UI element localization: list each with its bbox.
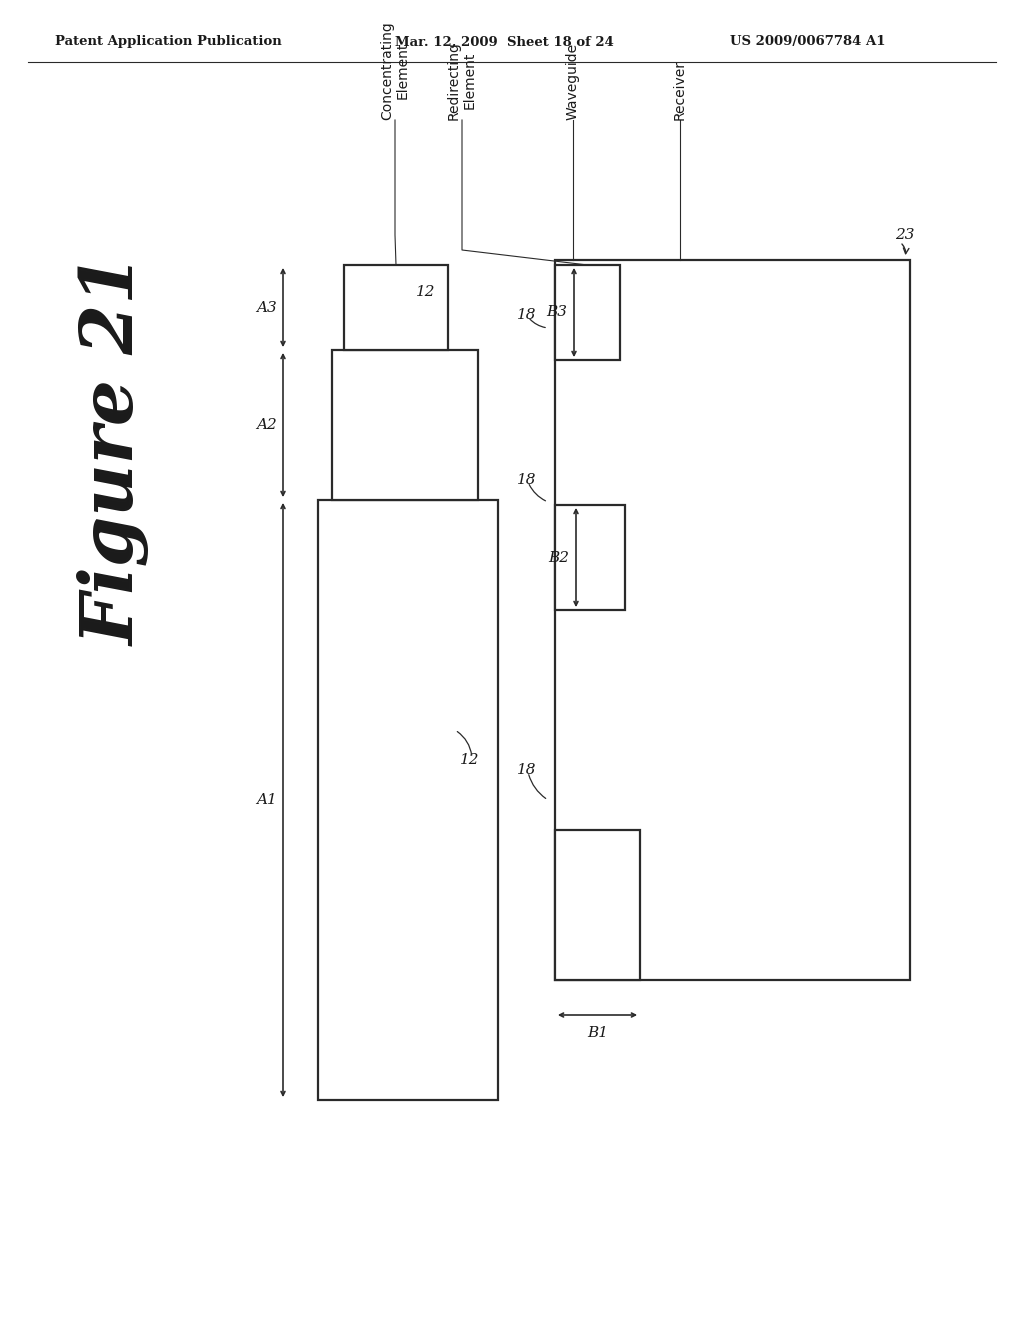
Bar	[332, 350, 478, 500]
Bar	[555, 506, 625, 610]
Text: 23: 23	[895, 228, 914, 242]
Bar	[555, 265, 620, 360]
Text: Patent Application Publication: Patent Application Publication	[55, 36, 282, 49]
Text: A1: A1	[257, 793, 278, 807]
Bar	[318, 500, 498, 1100]
Text: 12: 12	[416, 285, 436, 300]
Bar	[555, 830, 640, 979]
Text: B3: B3	[547, 305, 567, 319]
Bar	[344, 265, 449, 350]
Text: Redirecting
Element: Redirecting Element	[446, 41, 477, 120]
Text: 18: 18	[517, 473, 537, 487]
Text: Mar. 12, 2009  Sheet 18 of 24: Mar. 12, 2009 Sheet 18 of 24	[395, 36, 613, 49]
Text: A3: A3	[257, 301, 278, 314]
Text: 18: 18	[517, 763, 537, 777]
Text: B1: B1	[587, 1026, 608, 1040]
Text: B2: B2	[549, 550, 569, 565]
Text: Figure 21: Figure 21	[79, 255, 151, 645]
Bar	[555, 260, 910, 979]
Text: A2: A2	[257, 418, 278, 432]
Text: 12: 12	[460, 752, 480, 767]
Text: Waveguide: Waveguide	[566, 42, 580, 120]
Text: US 2009/0067784 A1: US 2009/0067784 A1	[730, 36, 886, 49]
Text: Receiver: Receiver	[673, 59, 687, 120]
Text: 18: 18	[517, 308, 537, 322]
Text: Concentrating
Element: Concentrating Element	[380, 21, 410, 120]
